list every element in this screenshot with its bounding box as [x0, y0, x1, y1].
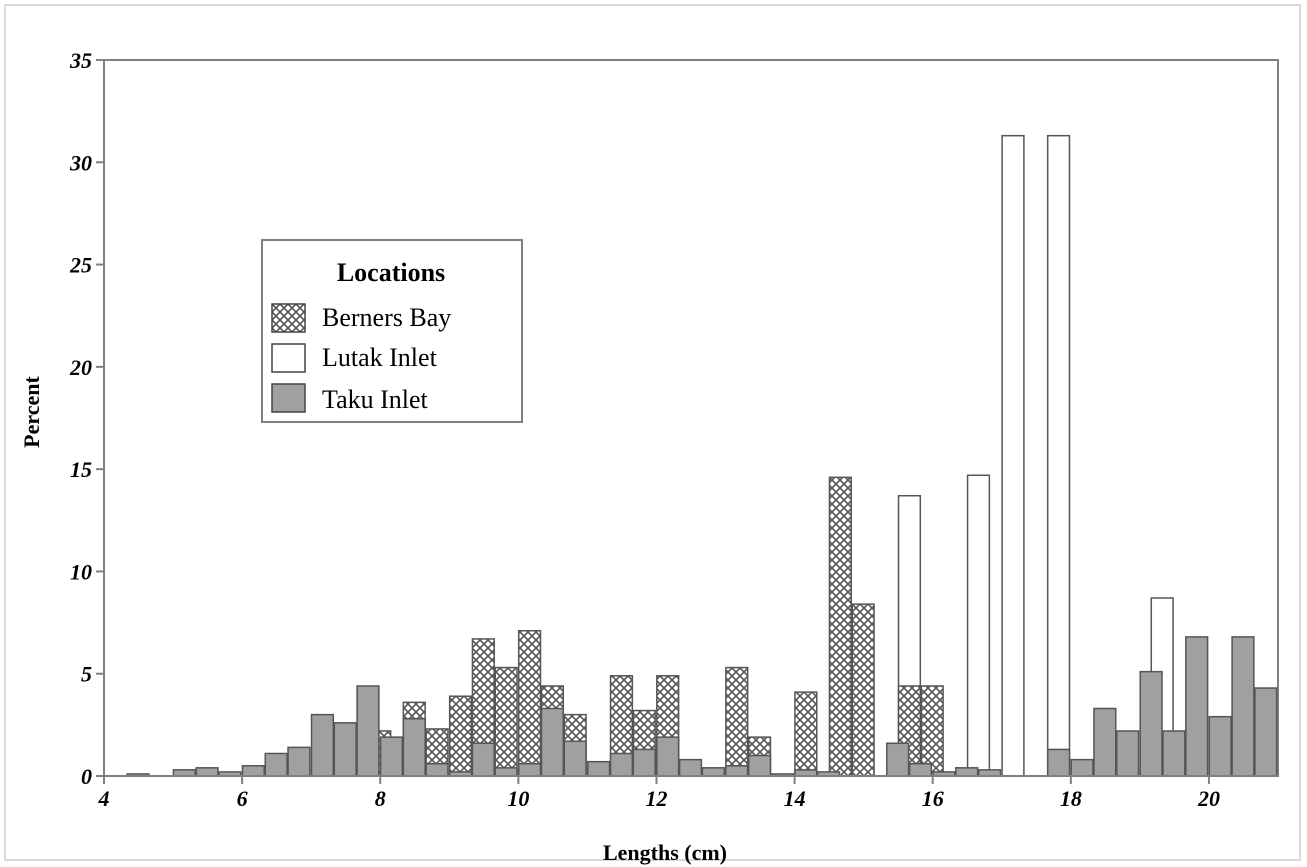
- y-tick-label: 20: [69, 355, 92, 380]
- bar-taku-inlet: [241, 765, 266, 777]
- bar-taku-inlet: [701, 767, 725, 777]
- bar-taku-inlet: [747, 754, 772, 777]
- x-tick-label: 6: [237, 786, 248, 811]
- bar-taku-inlet: [678, 758, 703, 777]
- y-axis-ticks: 0 5 10 15 20 25 30 35: [69, 48, 104, 789]
- bar-taku-inlet: [725, 765, 749, 777]
- x-axis-title: Lengths (cm): [603, 840, 727, 865]
- legend-swatch-taku-inlet: [271, 383, 306, 413]
- bar-taku-inlet: [310, 713, 335, 777]
- legend-swatch-berners-bay: [271, 303, 306, 333]
- bar-berners-bay: [794, 691, 818, 777]
- bar-taku-inlet: [1231, 636, 1255, 777]
- bar-taku-inlet: [379, 736, 404, 777]
- chart-frame: [4, 4, 1301, 861]
- bar-taku-inlet: [540, 707, 565, 777]
- legend-label-lutak-inlet: Lutak Inlet: [322, 343, 438, 372]
- legend-label-berners-bay: Berners Bay: [322, 303, 451, 332]
- x-tick-label: 18: [1060, 786, 1082, 811]
- x-tick-label: 16: [922, 786, 944, 811]
- bar-taku-inlet: [886, 742, 910, 777]
- x-tick-label: 10: [507, 786, 529, 811]
- y-tick-label: 35: [69, 48, 92, 73]
- bar-taku-inlet: [425, 762, 449, 777]
- x-tick-label: 8: [375, 786, 386, 811]
- bar-berners-bay: [851, 603, 875, 777]
- legend-title: Locations: [337, 258, 445, 287]
- y-tick-label: 15: [70, 457, 92, 482]
- bar-taku-inlet: [264, 752, 288, 777]
- bar-taku-inlet: [356, 685, 380, 777]
- bar-taku-inlet: [632, 748, 656, 777]
- bar-berners-bay: [448, 695, 473, 777]
- x-tick-label: 12: [645, 786, 667, 811]
- y-tick-label: 5: [81, 662, 92, 687]
- y-tick-label: 25: [69, 253, 92, 278]
- y-tick-label: 10: [70, 559, 92, 584]
- bar-berners-bay: [920, 685, 944, 777]
- bar-taku-inlet: [563, 740, 587, 777]
- bar-taku-inlet: [402, 717, 426, 777]
- bar-taku-inlet: [195, 767, 219, 777]
- legend-label-taku-inlet: Taku Inlet: [322, 385, 429, 414]
- bar-taku-inlet: [656, 736, 680, 777]
- legend-swatch-lutak-inlet: [271, 343, 306, 373]
- y-tick-label: 30: [69, 150, 92, 175]
- bar-lutak-inlet: [1046, 134, 1071, 777]
- bar-taku-inlet: [1185, 636, 1209, 777]
- bar-taku-inlet: [1139, 670, 1163, 777]
- bar-taku-inlet: [1162, 730, 1186, 777]
- bar-lutak-inlet: [966, 474, 991, 777]
- x-axis-ticks: 4 6 8 10 12 14 16 18 20: [98, 776, 1220, 811]
- bar-berners-bay: [494, 666, 518, 777]
- bar-berners-bay: [828, 476, 853, 777]
- bar-taku-inlet: [1046, 748, 1071, 777]
- bar-taku-inlet: [1116, 730, 1140, 777]
- bar-taku-inlet: [955, 767, 979, 777]
- bar-taku-inlet: [471, 742, 495, 777]
- x-tick-label: 4: [98, 786, 110, 811]
- bar-lutak-inlet: [1001, 134, 1025, 777]
- bar-taku-inlet: [1093, 707, 1117, 777]
- bar-taku-inlet: [1070, 758, 1094, 777]
- legend: Locations Berners Bay Lutak Inlet Taku I…: [261, 239, 523, 423]
- bar-taku-inlet: [587, 760, 611, 777]
- bar-berners-bay: [725, 666, 749, 777]
- y-axis-title: Percent: [19, 376, 44, 448]
- x-tick-label: 14: [784, 786, 806, 811]
- bar-berners-bay: [517, 630, 542, 777]
- x-tick-label: 20: [1197, 786, 1220, 811]
- bar-taku-inlet: [609, 752, 634, 777]
- bar-taku-inlet: [287, 746, 311, 777]
- bar-taku-inlet: [494, 767, 518, 777]
- bar-taku-inlet: [333, 722, 357, 777]
- bar-taku-inlet: [908, 762, 933, 777]
- bar-taku-inlet: [1208, 715, 1232, 777]
- bars-group: [126, 134, 1278, 777]
- y-tick-label: 0: [81, 764, 92, 789]
- bar-taku-inlet: [1254, 687, 1278, 777]
- bar-taku-inlet: [517, 762, 542, 777]
